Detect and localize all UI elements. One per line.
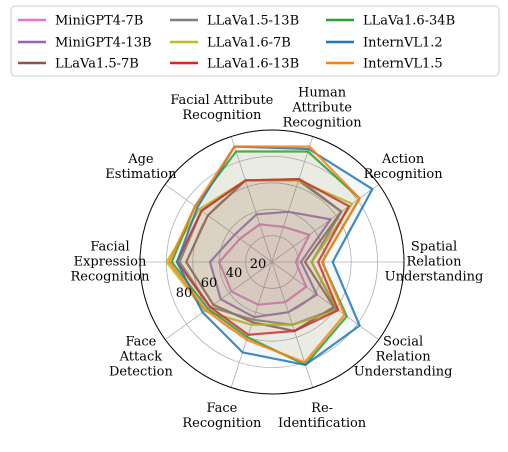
axis-label-line: Recognition [283,115,363,130]
radial-tick-label: 40 [226,266,243,281]
axis-label-line: Recognition [70,270,150,285]
series-minigpt4-7b [218,223,311,306]
axis-label: Age Estimation [105,152,177,182]
axis-label-line: Social [383,335,423,350]
legend-entry: LLaVa1.5-7B [55,57,139,72]
axis-label: Face Recognition [182,401,262,431]
legend-entry: LLaVa1.5-13B [207,14,299,29]
series-llava1-5-7b [185,179,343,333]
axis-label: Social Relation Understanding [354,335,453,380]
axis-label-line: Face [125,335,156,350]
axis-label: Face Attack Detection [109,335,174,380]
axis-label: Facial Expression Recognition [70,240,150,285]
grid-spoke [164,261,273,340]
series-llava1-6-7b [165,179,354,326]
axis-label: Human Attribute Recognition [283,85,363,130]
axis-label-line: Estimation [105,167,177,182]
grid-spoke [271,184,380,263]
axis-label: Action Recognition [364,152,444,182]
axis-label-line: Attribute [291,100,352,115]
grid-spoke [271,261,380,340]
axis-label-line: Human [298,85,347,100]
legend: MiniGPT4-7B MiniGPT4-13B LLaVa1.5-7B LLaVa1… [10,5,500,77]
legend-entry: InternVL1.5 [363,57,443,72]
axis-label-line: Face [206,401,237,416]
legend-entry: LLaVa1.6-7B [207,36,291,51]
axis-label-line: Recognition [182,416,262,431]
legend-entry: LLaVa1.6-34B [363,14,455,29]
axis-label-line: Recognition [364,167,444,182]
outer-frame [139,129,405,395]
legend-entry: MiniGPT4-7B [55,14,143,29]
legend-entry: LLaVa1.6-13B [207,57,299,72]
grid-spoke [230,136,273,263]
axis-label-line: Understanding [354,365,453,380]
axis-label-line: Identification [278,416,367,431]
axis-label-line: Relation [407,255,463,270]
radial-tick-label: 80 [176,286,193,301]
axis-label-line: Facial [90,240,129,255]
legend-entry: MiniGPT4-13B [55,36,152,51]
radial-tick-label: 20 [250,257,267,272]
axis-label-line: Spatial [411,240,457,255]
axis-label-line: Recognition [182,108,262,123]
legend-frame [10,5,500,77]
axis-label-line: Expression [74,255,147,270]
axis-label-line: Action [381,152,425,167]
radial-tick-label: 60 [201,276,218,291]
series-internvl1-5 [167,145,361,364]
series-minigpt4-13b [208,210,332,319]
axis-label: Facial Attribute Recognition [170,93,273,123]
axis-label: Spatial Relation Understanding [385,240,484,285]
series-llava1-6-13b [175,178,350,336]
series-internvl1-2 [175,145,374,366]
grid-spoke [164,184,273,263]
axis-label: Re-Identification [278,401,367,431]
axis-label-line: Understanding [385,270,484,285]
axis-label-line: Re- [311,401,333,416]
grid-spoke [271,136,314,263]
axis-label-line: Facial Attribute [170,93,273,108]
axis-label-line: Detection [109,365,174,380]
axis-label-line: Age [127,152,154,167]
axis-label-line: Relation [376,350,432,365]
legend-entry: InternVL1.2 [363,36,443,51]
axis-label-line: Attack [119,350,163,365]
